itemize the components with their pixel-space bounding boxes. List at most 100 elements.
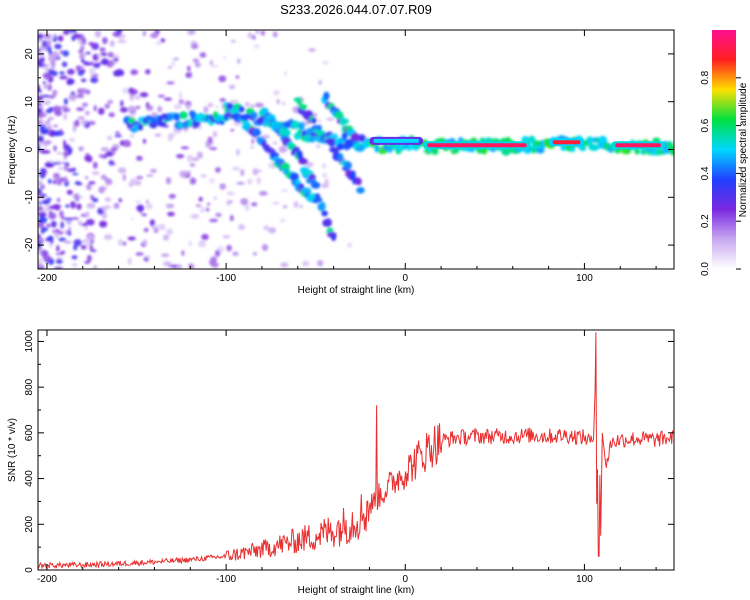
noise-speckle [282,205,288,209]
noise-speckle [53,145,57,152]
noise-speckle [54,43,62,50]
noise-speckle [80,244,87,250]
noise-speckle [46,40,52,47]
chirp-blob [321,210,328,217]
chirp-blob [343,161,352,170]
noise-speckle [222,56,227,60]
noise-speckle [48,178,52,184]
noise-speckle [321,182,330,189]
noise-speckle [187,65,191,72]
noise-speckle [63,98,68,105]
noise-speckle [250,202,258,207]
noise-speckle [284,71,287,76]
noise-speckle [226,199,231,207]
noise-speckle [232,251,239,257]
noise-speckle [258,191,268,196]
noise-speckle [122,173,127,182]
noise-speckle [84,261,91,264]
noise-speckle [56,244,60,252]
chirp-blob [316,124,322,131]
noise-speckle [173,57,179,61]
noise-speckle [48,116,55,121]
noise-speckle [200,206,205,214]
noise-speckle [207,102,214,108]
noise-speckle [322,172,328,178]
noise-speckle [70,201,76,209]
noise-speckle [273,89,280,96]
noise-speckle [166,81,175,85]
noise-speckle [44,161,53,168]
noise-speckle [73,33,79,39]
noise-speckle [63,176,68,184]
noise-speckle [42,199,46,205]
noise-speckle [136,204,145,212]
noise-speckle [322,61,329,65]
noise-speckle [211,65,219,68]
noise-speckle [122,87,129,94]
main-band-blob [569,147,576,153]
noise-speckle [38,192,42,197]
y-tick-label: -10 [24,190,35,205]
colorbar-label: Normalized spectral amplitude [738,82,749,217]
noise-speckle [68,226,72,231]
noise-speckle [179,91,182,99]
noise-speckle [113,70,122,77]
noise-speckle [42,72,52,80]
spectrogram-xlabel: Height of straight line (km) [298,285,415,296]
noise-speckle [263,225,269,231]
noise-speckle [97,54,102,59]
noise-speckle [215,167,221,173]
noise-speckle [255,30,260,34]
noise-speckle [112,162,116,166]
noise-speckle [146,174,154,177]
noise-speckle [63,240,72,244]
noise-speckle [39,124,46,132]
noise-speckle [47,235,54,241]
noise-speckle [58,35,64,42]
noise-speckle [77,34,82,39]
chirp-blob [298,183,305,189]
noise-speckle [143,227,149,233]
noise-speckle [150,169,157,173]
noise-speckle [86,211,90,218]
noise-speckle [131,217,134,221]
noise-speckle [136,175,144,180]
main-band-blob [157,121,167,127]
y-tick-label: 800 [24,378,35,395]
noise-speckle [78,50,84,53]
noise-speckle [100,147,109,152]
noise-speckle [38,258,44,262]
noise-speckle [325,117,335,121]
noise-speckle [189,71,193,79]
tonal-segment [552,140,581,145]
main-band-blob [336,143,345,151]
noise-speckle [48,69,55,73]
main-band-blob [297,129,303,135]
noise-speckle [136,155,143,161]
noise-speckle [64,217,73,221]
noise-speckle [347,242,353,249]
x-tick-label: 0 [402,273,408,284]
noise-speckle [38,38,45,42]
noise-speckle [77,93,84,99]
noise-speckle [254,102,264,108]
noise-speckle [189,177,197,185]
noise-speckle [57,166,64,171]
noise-speckle [42,113,47,117]
noise-speckle [134,95,141,100]
noise-speckle [56,178,63,186]
noise-speckle [53,124,58,128]
main-band-blob [634,148,640,155]
noise-speckle [142,138,147,144]
noise-speckle [324,178,329,184]
noise-speckle [115,131,121,134]
noise-speckle [192,58,200,63]
x-tick-label: -100 [216,273,236,284]
noise-speckle [110,147,118,151]
noise-speckle [315,144,321,149]
noise-speckle [165,177,172,185]
noise-speckle [228,84,236,90]
colorbar-tick-label: 0.2 [700,214,711,228]
noise-speckle [173,103,182,110]
